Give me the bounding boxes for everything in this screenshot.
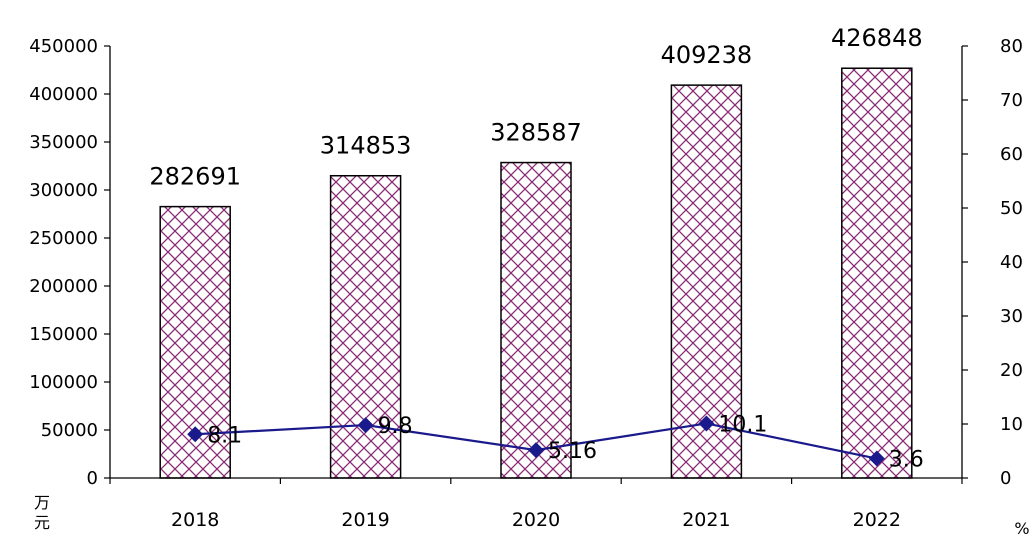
left-tick-label: 300000 [29, 180, 98, 201]
category-label: 2019 [341, 509, 389, 531]
growth-point-2020 [528, 442, 544, 459]
right-unit-label: % [1014, 519, 1029, 538]
left-unit-label: 万 [34, 493, 50, 512]
left-tick-label: 50000 [41, 420, 98, 441]
growth-value-label: 8.1 [207, 423, 242, 448]
category-label: 2022 [853, 509, 901, 531]
growth-point-2019 [357, 417, 374, 434]
category-label: 2021 [682, 509, 730, 531]
bar-value-label: 426848 [831, 24, 923, 52]
growth-point-2022 [868, 450, 885, 467]
growth-point-2018 [187, 426, 204, 443]
right-tick-label: 50 [1000, 198, 1023, 219]
bar-2021 [670, 84, 743, 479]
bar-value-label: 314853 [320, 132, 412, 160]
bar-2022 [841, 67, 913, 479]
bar-value-label: 328587 [490, 119, 582, 147]
right-tick-label: 30 [1000, 306, 1023, 327]
right-tick-label: 70 [1000, 90, 1023, 111]
left-tick-label: 400000 [29, 84, 98, 105]
right-tick-label: 80 [1000, 36, 1023, 57]
right-tick-label: 60 [1000, 144, 1023, 165]
left-tick-label: 200000 [29, 276, 98, 297]
right-tick-label: 20 [1000, 360, 1023, 381]
left-tick-label: 450000 [29, 36, 98, 57]
right-tick-label: 0 [1000, 468, 1011, 489]
bar-series [159, 67, 913, 479]
data-labels: 282691 314853 328587 409238 426848 8.1 9.8 5.16… [149, 24, 923, 472]
bar-2020 [500, 161, 572, 479]
category-label: 2018 [171, 509, 219, 531]
bar-value-label: 409238 [661, 41, 753, 69]
growth-value-label: 5.16 [548, 439, 597, 464]
growth-value-label: 10.1 [718, 412, 767, 437]
left-tick-label: 350000 [29, 132, 98, 153]
left-tick-label: 150000 [29, 324, 98, 345]
left-tick-label: 0 [87, 468, 98, 489]
right-tick-label: 40 [1000, 252, 1023, 273]
bar-value-label: 282691 [149, 163, 241, 191]
axes: 0 50000 100000 150000 200000 250000 300000 3500… [29, 36, 1029, 538]
left-tick-label: 250000 [29, 228, 98, 249]
left-tick-label: 100000 [29, 372, 98, 393]
category-label: 2020 [512, 509, 560, 531]
growth-value-label: 9.8 [378, 414, 413, 439]
growth-value-label: 3.6 [889, 448, 924, 473]
right-tick-label: 10 [1000, 414, 1023, 435]
left-unit-label: 元 [34, 513, 50, 532]
growth-line-series [187, 415, 885, 467]
growth-point-2021 [698, 415, 715, 432]
